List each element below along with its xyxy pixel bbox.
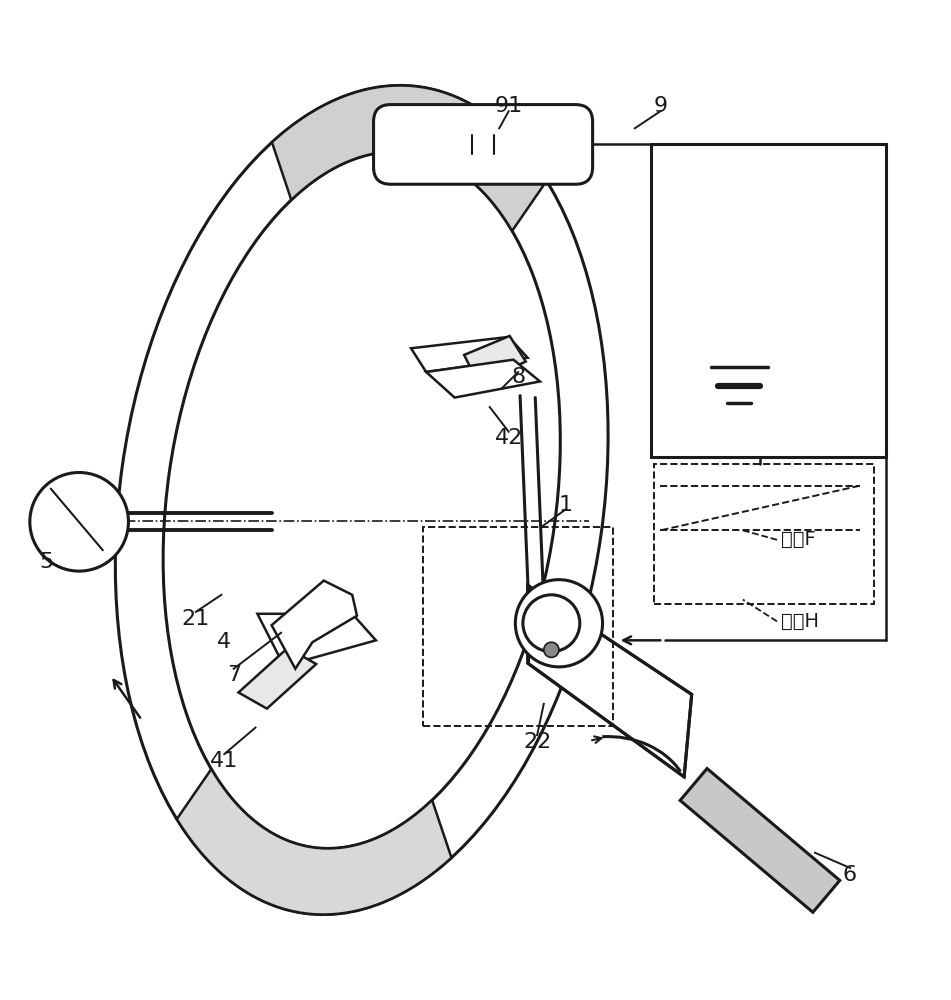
Text: 接点H: 接点H xyxy=(781,612,819,631)
Text: 6: 6 xyxy=(843,865,857,885)
Bar xyxy=(650,144,886,457)
FancyBboxPatch shape xyxy=(374,105,592,184)
Circle shape xyxy=(29,473,128,571)
Text: 9: 9 xyxy=(653,96,668,116)
Bar xyxy=(653,464,874,604)
Polygon shape xyxy=(426,360,540,398)
Polygon shape xyxy=(272,581,357,669)
Text: 41: 41 xyxy=(210,751,239,771)
Text: 5: 5 xyxy=(40,552,54,572)
Text: 1: 1 xyxy=(558,495,573,515)
Text: 4: 4 xyxy=(217,632,231,652)
Text: 接点F: 接点F xyxy=(781,530,816,549)
Polygon shape xyxy=(680,769,840,912)
Text: 91: 91 xyxy=(495,96,523,116)
Polygon shape xyxy=(258,614,376,666)
Circle shape xyxy=(544,642,559,657)
Circle shape xyxy=(523,595,580,652)
Polygon shape xyxy=(411,337,528,372)
Polygon shape xyxy=(272,85,547,231)
Text: 21: 21 xyxy=(182,609,210,629)
Polygon shape xyxy=(239,648,316,709)
Polygon shape xyxy=(528,585,691,777)
Text: 42: 42 xyxy=(495,428,523,448)
Ellipse shape xyxy=(515,580,603,667)
Bar xyxy=(423,527,613,726)
Text: 8: 8 xyxy=(511,367,525,387)
Polygon shape xyxy=(177,769,452,915)
Polygon shape xyxy=(464,336,526,383)
Text: 7: 7 xyxy=(226,665,241,685)
Text: 22: 22 xyxy=(523,732,552,752)
